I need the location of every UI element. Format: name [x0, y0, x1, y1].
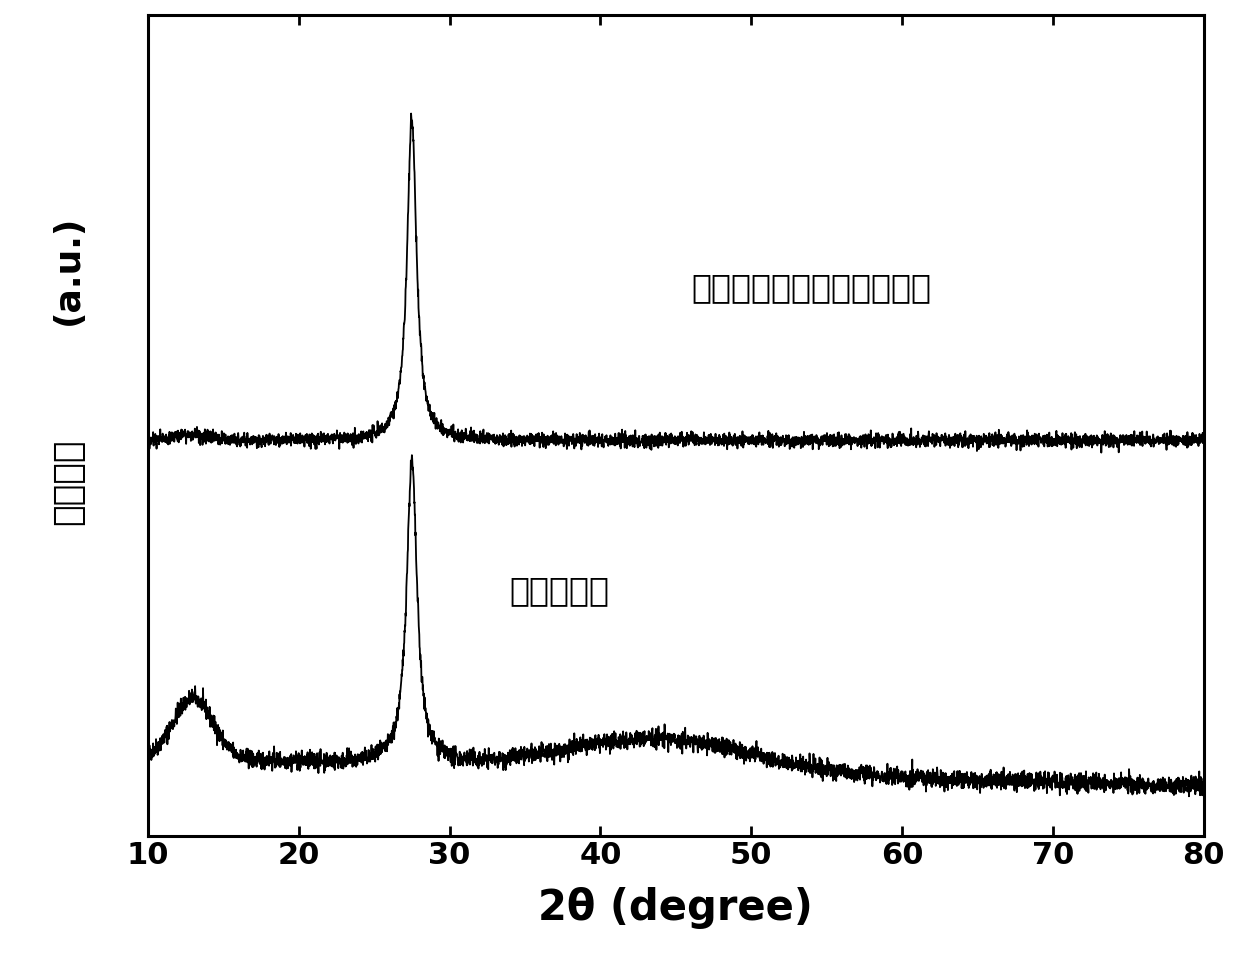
X-axis label: 2θ (degree): 2θ (degree): [538, 887, 813, 928]
Text: (a.u.): (a.u.): [51, 215, 86, 325]
Text: 体相氮化碘: 体相氮化碘: [510, 574, 610, 607]
Text: 相对强度: 相对强度: [51, 438, 86, 525]
Text: 近红外光响应型薄层氮化碘: 近红外光响应型薄层氮化碘: [691, 272, 931, 304]
